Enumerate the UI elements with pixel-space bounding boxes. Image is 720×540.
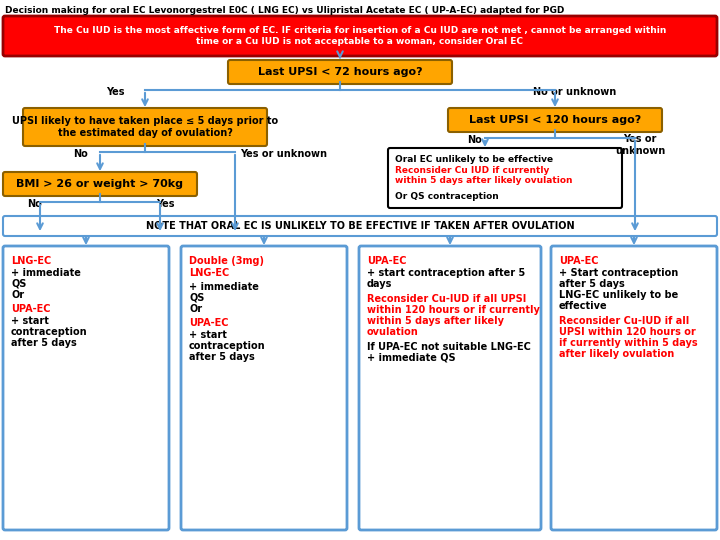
Text: NOTE THAT ORAL EC IS UNLIKELY TO BE EFECTIVE IF TAKEN AFTER OVULATION: NOTE THAT ORAL EC IS UNLIKELY TO BE EFEC… <box>145 221 575 231</box>
Text: after 5 days: after 5 days <box>11 338 77 348</box>
Text: LNG-EC: LNG-EC <box>11 256 51 266</box>
Text: within 5 days after likely: within 5 days after likely <box>367 316 504 326</box>
Text: No: No <box>467 135 482 145</box>
Text: UPSI likely to have taken place ≤ 5 days prior to
the estimated day of ovulation: UPSI likely to have taken place ≤ 5 days… <box>12 116 278 138</box>
Text: If UPA-EC not suitable LNG-EC: If UPA-EC not suitable LNG-EC <box>367 342 531 352</box>
FancyBboxPatch shape <box>181 246 347 530</box>
Text: BMI > 26 or weight > 70kg: BMI > 26 or weight > 70kg <box>17 179 184 189</box>
Text: + start: + start <box>189 330 227 340</box>
Text: Oral EC unlikely to be effective: Oral EC unlikely to be effective <box>395 155 553 164</box>
Text: Or: Or <box>189 304 202 314</box>
Text: ovulation: ovulation <box>367 327 419 337</box>
Text: No: No <box>73 149 87 159</box>
FancyBboxPatch shape <box>3 216 717 236</box>
Text: No or unknown: No or unknown <box>534 87 616 97</box>
Text: UPSI within 120 hours or: UPSI within 120 hours or <box>559 327 696 337</box>
Text: after likely ovulation: after likely ovulation <box>559 349 674 359</box>
Text: Or: Or <box>11 290 24 300</box>
Text: Last UPSI < 72 hours ago?: Last UPSI < 72 hours ago? <box>258 67 423 77</box>
FancyBboxPatch shape <box>448 108 662 132</box>
Text: Last UPSI < 120 hours ago?: Last UPSI < 120 hours ago? <box>469 115 641 125</box>
Text: QS: QS <box>11 279 27 289</box>
FancyBboxPatch shape <box>3 246 169 530</box>
Text: contraception: contraception <box>11 327 88 337</box>
Text: within 120 hours or if currently: within 120 hours or if currently <box>367 305 540 315</box>
Text: + immediate: + immediate <box>189 282 259 292</box>
FancyBboxPatch shape <box>551 246 717 530</box>
Text: + immediate QS: + immediate QS <box>367 353 456 363</box>
Text: + start contraception after 5: + start contraception after 5 <box>367 268 526 278</box>
Text: LNG-EC unlikely to be: LNG-EC unlikely to be <box>559 290 678 300</box>
Text: + immediate: + immediate <box>11 268 81 278</box>
Text: effective: effective <box>559 301 608 311</box>
Text: if currently within 5 days: if currently within 5 days <box>559 338 698 348</box>
Text: after 5 days: after 5 days <box>189 352 255 362</box>
Text: after 5 days: after 5 days <box>559 279 625 289</box>
FancyBboxPatch shape <box>228 60 452 84</box>
Text: Yes or
unknown: Yes or unknown <box>615 134 665 156</box>
Text: UPA-EC: UPA-EC <box>367 256 407 266</box>
Text: + Start contraception: + Start contraception <box>559 268 678 278</box>
FancyBboxPatch shape <box>359 246 541 530</box>
Text: Yes or unknown: Yes or unknown <box>240 149 327 159</box>
Text: Or QS contraception: Or QS contraception <box>395 192 499 201</box>
Text: Reconsider Cu-IUD if all UPSI: Reconsider Cu-IUD if all UPSI <box>367 294 526 304</box>
Text: Double (3mg): Double (3mg) <box>189 256 264 266</box>
FancyBboxPatch shape <box>388 148 622 208</box>
Text: contraception: contraception <box>189 341 266 351</box>
Text: + start: + start <box>11 316 49 326</box>
Text: QS: QS <box>189 293 204 303</box>
FancyBboxPatch shape <box>3 16 717 56</box>
Text: No: No <box>27 199 42 209</box>
Text: days: days <box>367 279 392 289</box>
FancyBboxPatch shape <box>3 172 197 196</box>
Text: Decision making for oral EC Levonorgestrel E0C ( LNG EC) vs Ulipristal Acetate E: Decision making for oral EC Levonorgestr… <box>5 6 564 15</box>
Text: UPA-EC: UPA-EC <box>559 256 598 266</box>
FancyBboxPatch shape <box>23 108 267 146</box>
Text: Reconsider Cu-IUD if all: Reconsider Cu-IUD if all <box>559 316 689 326</box>
Text: Yes: Yes <box>106 87 125 97</box>
Text: Yes: Yes <box>156 199 174 209</box>
Text: LNG-EC: LNG-EC <box>189 268 229 278</box>
Text: UPA-EC: UPA-EC <box>11 304 50 314</box>
Text: UPA-EC: UPA-EC <box>189 318 228 328</box>
Text: Reconsider Cu IUD if currently
within 5 days after likely ovulation: Reconsider Cu IUD if currently within 5 … <box>395 166 572 185</box>
Text: The Cu IUD is the most affective form of EC. IF criteria for insertion of a Cu I: The Cu IUD is the most affective form of… <box>54 26 666 46</box>
